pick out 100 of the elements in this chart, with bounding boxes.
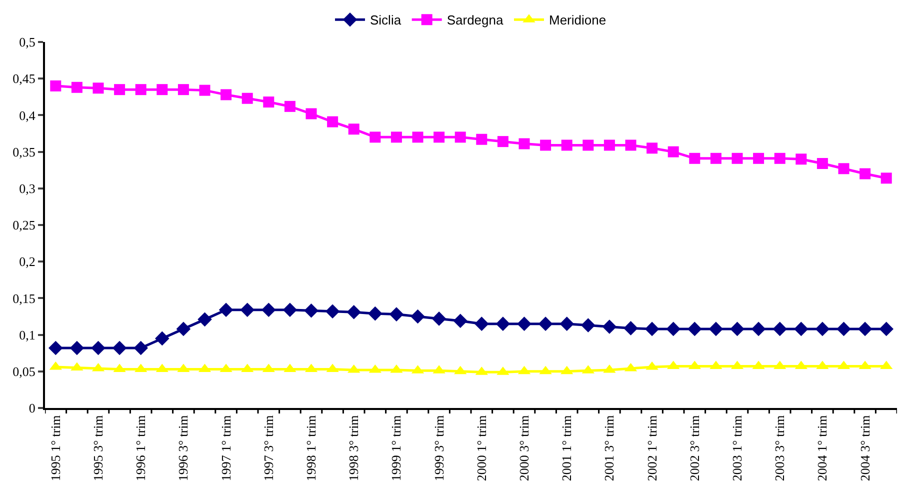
point <box>389 307 404 322</box>
point <box>602 320 617 334</box>
point <box>816 158 828 170</box>
y-tick-label: 0,25 <box>12 218 36 233</box>
point <box>538 316 553 331</box>
x-tick-label: 1996 1° trim <box>133 415 148 482</box>
x-tick-label: 1998 1° trim <box>303 415 318 482</box>
point <box>114 84 126 96</box>
point <box>240 302 254 318</box>
point <box>50 80 62 92</box>
x-tick-label: 1998 3° trim <box>346 415 362 482</box>
x-tick-label: 1999 1° trim <box>388 415 404 482</box>
y-tick-label: 0,5 <box>19 34 36 50</box>
point <box>199 84 210 96</box>
point <box>476 134 488 145</box>
x-tick-label: 1997 1° trim <box>218 415 234 482</box>
point <box>432 312 446 326</box>
x-tick-label: 2001 3° trim <box>602 415 617 482</box>
y-tick-label: 0,35 <box>12 144 36 160</box>
point <box>751 322 766 336</box>
x-tick-label: 2002 3° trim <box>686 415 702 482</box>
point <box>774 152 786 164</box>
x-tick-label: 1995 1° trim <box>48 415 63 482</box>
point <box>325 304 340 319</box>
y-tick-label: 0,4 <box>19 108 36 123</box>
point <box>346 304 361 320</box>
point <box>262 302 276 318</box>
point <box>668 146 679 158</box>
x-tick-label: 2004 1° trim <box>814 415 830 482</box>
point <box>796 154 807 165</box>
legend-label: Siclia <box>370 12 402 28</box>
x-tick-label: 1999 3° trim <box>431 415 446 482</box>
y-tick-label: 0,05 <box>12 364 36 379</box>
point <box>708 322 724 336</box>
point <box>304 303 318 318</box>
legend-label: Meridione <box>548 12 606 28</box>
point <box>453 314 468 328</box>
x-tick-label: 2003 3° trim <box>772 415 788 482</box>
point <box>242 92 253 104</box>
y-tick-label: 0,1 <box>19 327 36 342</box>
x-tick-label: 2000 3° trim <box>516 415 532 482</box>
point <box>710 152 722 164</box>
point <box>688 322 702 336</box>
point <box>218 302 234 318</box>
point <box>70 340 84 356</box>
point <box>474 316 489 331</box>
point <box>666 322 680 336</box>
point <box>518 138 530 150</box>
point <box>540 140 552 151</box>
legend-label: Sardegna <box>446 12 504 28</box>
point <box>732 152 743 164</box>
point <box>134 340 148 356</box>
point <box>858 322 872 336</box>
point <box>772 322 787 336</box>
point <box>517 316 532 331</box>
x-tick-label: 1995 3° trim <box>90 415 106 482</box>
point <box>410 309 425 324</box>
point <box>178 84 189 96</box>
point <box>48 340 63 356</box>
point <box>794 322 808 336</box>
x-tick-label: 2000 1° trim <box>474 415 489 482</box>
x-tick-label: 1997 3° trim <box>260 415 276 482</box>
point <box>156 84 168 96</box>
point <box>368 306 382 321</box>
point <box>646 142 658 154</box>
point <box>71 82 82 93</box>
point <box>753 152 764 164</box>
point <box>497 136 508 148</box>
x-tick-label: 1996 3° trim <box>176 415 191 482</box>
point <box>689 152 700 164</box>
point <box>560 316 574 331</box>
point <box>582 140 594 151</box>
point <box>434 132 445 143</box>
y-tick-label: 0,3 <box>19 180 36 196</box>
point <box>91 340 106 356</box>
point <box>306 108 317 120</box>
point <box>220 89 232 100</box>
point <box>92 82 104 94</box>
point <box>624 321 638 336</box>
y-tick-label: 0 <box>28 400 36 416</box>
point <box>454 132 466 143</box>
point <box>390 132 402 143</box>
point <box>348 124 360 135</box>
point <box>604 140 615 151</box>
point <box>860 168 871 180</box>
point <box>263 96 274 108</box>
point <box>327 116 338 128</box>
point <box>879 322 894 336</box>
point <box>370 132 381 143</box>
point <box>730 322 744 336</box>
point <box>198 312 212 327</box>
y-tick-label: 0,2 <box>19 254 36 270</box>
x-tick-label: 2002 1° trim <box>644 415 660 482</box>
point <box>625 140 636 151</box>
point <box>561 140 572 151</box>
x-tick-label: 2004 3° trim <box>857 415 872 482</box>
point <box>282 302 298 318</box>
y-tick-label: 0,45 <box>12 71 36 86</box>
point <box>496 316 510 331</box>
point <box>838 163 850 174</box>
